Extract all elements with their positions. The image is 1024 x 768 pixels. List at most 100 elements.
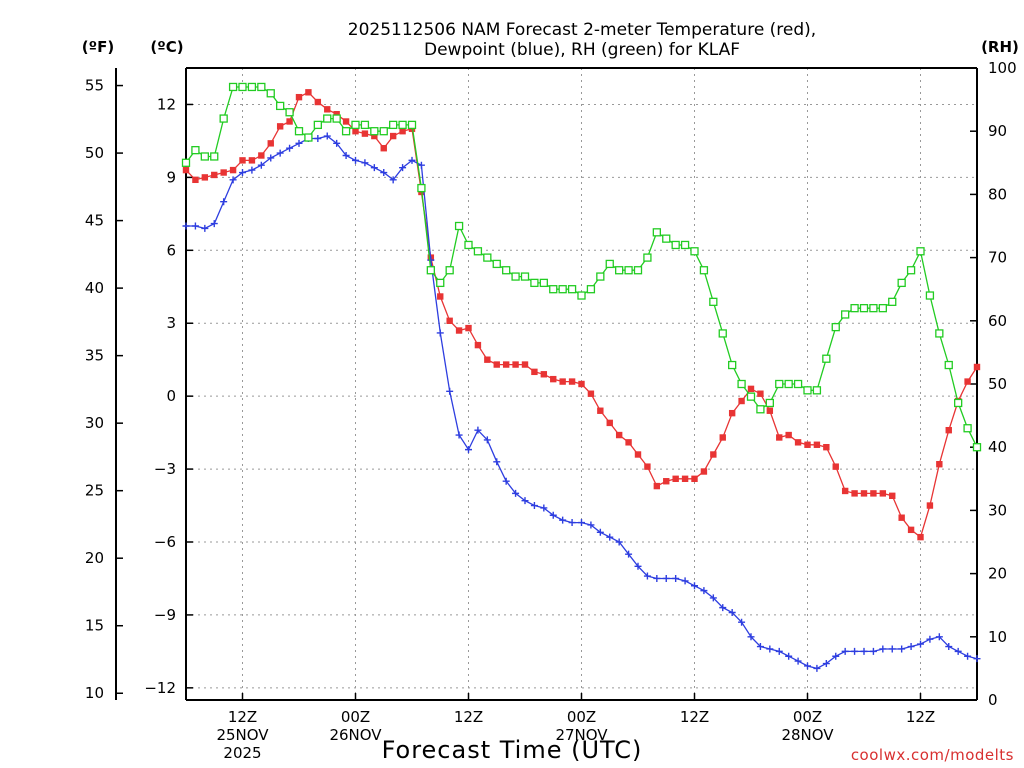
celsius-unit-label: (ºC) (150, 38, 183, 56)
relative_humidity-point (671, 240, 680, 250)
x-tick-label: 12Z (228, 708, 257, 726)
temperature-point (964, 378, 971, 385)
x-tick-label: 28NOV (781, 726, 834, 744)
temperature-point (258, 152, 265, 159)
dewpoint-point (935, 633, 943, 641)
dewpoint-point (399, 164, 407, 172)
celsius-tick-label: −12 (144, 679, 176, 697)
dewpoint-point (954, 647, 962, 655)
dewpoint-point (286, 144, 294, 152)
relative_humidity-point (699, 266, 709, 275)
series-layer (181, 82, 982, 672)
relative_humidity-point (577, 291, 586, 300)
rh-tick-label: 0 (988, 691, 998, 709)
temperature-point (973, 363, 981, 371)
dewpoint-point (851, 647, 859, 655)
dewpoint-point (559, 516, 567, 524)
temperature-point (455, 327, 463, 334)
dewpoint-point (436, 329, 444, 337)
temperature-point (587, 390, 595, 397)
relative_humidity-point (662, 234, 671, 243)
relative_humidity-point (935, 329, 944, 338)
relative_humidity-point (445, 266, 454, 275)
dewpoint-point (323, 132, 331, 140)
temperature-point (201, 174, 209, 181)
relative_humidity-point (558, 285, 567, 294)
temperature-point (314, 98, 322, 106)
series-relative_humidity (181, 82, 982, 452)
relative_humidity-point (379, 127, 388, 136)
rh-unit-label: (RH) (981, 38, 1019, 56)
relative_humidity-point (332, 114, 341, 123)
temperature-point (700, 468, 708, 475)
x-tick-label: 26NOV (329, 726, 382, 744)
dewpoint-point (596, 528, 604, 536)
relative_humidity-point (615, 266, 624, 275)
relative_humidity-point (417, 183, 426, 193)
dewpoint-point (493, 458, 501, 466)
temperature-point (559, 378, 566, 385)
relative_humidity-point (407, 120, 417, 130)
dewpoint-point (210, 220, 218, 228)
relative_humidity-point (454, 221, 464, 231)
dewpoint-point (719, 604, 727, 612)
relative_humidity-point (323, 114, 332, 123)
rh-tick-label: 50 (988, 375, 1007, 393)
relative_humidity-point (605, 259, 614, 269)
temperature-point (229, 166, 237, 174)
x-tick-label: 00Z (793, 708, 822, 726)
fahrenheit-tick-label: 35 (85, 347, 104, 365)
temperature-point (615, 431, 623, 439)
dewpoint-point (756, 643, 764, 651)
temperature-point (728, 409, 736, 417)
dewpoint-point (691, 582, 698, 590)
temperature-point (512, 361, 519, 368)
x-tick-label: 12Z (680, 708, 709, 726)
temperature-point (333, 110, 340, 118)
temperature-point (785, 431, 792, 439)
dewpoint-point (248, 166, 256, 174)
relative_humidity-point (351, 120, 360, 130)
relative_humidity-point (728, 360, 737, 370)
relative_humidity-point (304, 133, 313, 142)
relative_humidity-point (869, 304, 878, 313)
relative_humidity-point (238, 82, 247, 92)
rh-tick-label: 60 (988, 312, 1007, 330)
temperature-point (917, 533, 924, 541)
dewpoint-point (257, 161, 265, 169)
dewpoint-point (681, 577, 689, 585)
dewpoint-point (964, 652, 972, 660)
temperature-point (945, 426, 952, 434)
dewpoint-point (785, 652, 793, 660)
dewpoint-point (314, 134, 322, 142)
temperature-point (606, 419, 613, 427)
fahrenheit-tick-label: 45 (85, 212, 104, 230)
relative_humidity-point (210, 152, 219, 161)
x-tick-label: 25NOV (216, 726, 269, 744)
dewpoint-point (483, 436, 491, 444)
fahrenheit-tick-label: 10 (85, 684, 104, 702)
temperature-point (926, 502, 934, 509)
dewpoint-point (615, 538, 623, 546)
dewpoint-point (578, 519, 585, 527)
series-temperature (182, 89, 981, 541)
relative_humidity-point (228, 82, 238, 92)
relative_humidity-point (483, 253, 492, 262)
dewpoint-point (587, 521, 595, 529)
dewpoint-point (465, 446, 472, 454)
celsius-tick-label: −9 (154, 606, 176, 624)
relative_humidity-point (389, 120, 398, 130)
relative_humidity-point (549, 285, 558, 294)
relative_humidity-point (746, 392, 756, 401)
fahrenheit-tick-label: 55 (85, 77, 104, 95)
temperature-point (324, 106, 331, 113)
dewpoint-point (973, 655, 981, 663)
dewpoint-point (728, 608, 736, 616)
dewpoint-point (832, 652, 840, 660)
dewpoint-point (804, 662, 811, 670)
dewpoint-point (239, 169, 246, 177)
temperature-point (851, 490, 858, 497)
dewpoint-point (869, 647, 877, 655)
celsius-tick-label: −3 (154, 460, 176, 478)
